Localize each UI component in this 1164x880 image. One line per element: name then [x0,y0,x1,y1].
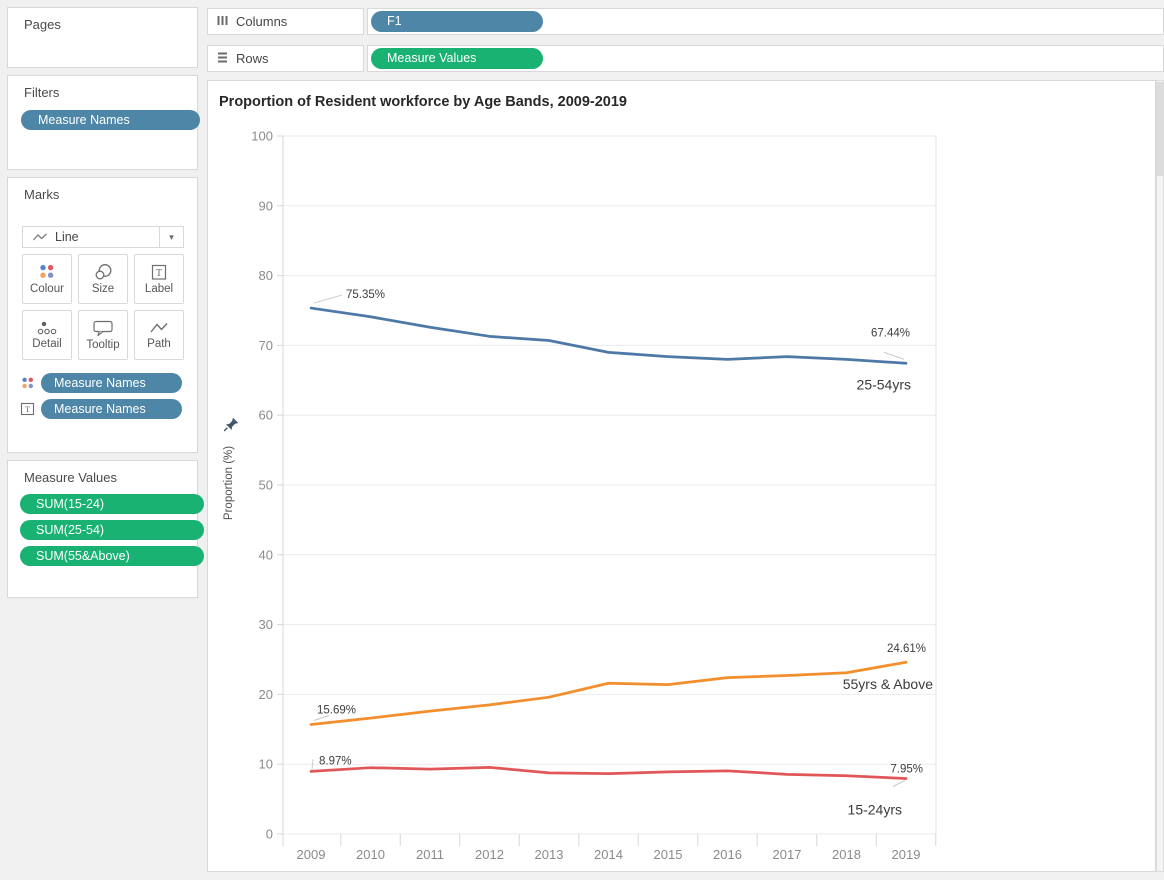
svg-text:T: T [156,268,163,279]
caret-down-icon: ▾ [169,231,174,242]
series-label: 55yrs & Above [843,676,933,692]
series-label: 25-54yrs [857,376,911,392]
scrollbar-thumb[interactable] [1157,82,1163,176]
line-mark-icon [32,231,48,243]
y-tick-label: 80 [259,268,273,283]
detail-button[interactable]: Detail [22,310,72,360]
filters-card[interactable]: Filters Measure Names [7,75,200,170]
marks-colour-pill-measure-names[interactable]: Measure Names [41,373,182,393]
mark-type-dropdown[interactable]: Line ▾ [22,226,184,248]
detail-icon [37,321,57,335]
path-button[interactable]: Path [134,310,184,360]
colour-icon-small [20,376,35,390]
measure-values-title: Measure Values [24,470,117,485]
x-tick-label: 2019 [892,847,921,862]
y-tick-label: 90 [259,198,273,213]
label-connector [892,780,906,787]
columns-shelf-label[interactable]: Columns [207,8,364,35]
y-tick-label: 40 [259,547,273,562]
size-button[interactable]: Size [78,254,128,304]
label-connector [313,294,343,304]
y-tick-label: 100 [251,129,273,144]
label-connector [883,351,905,360]
columns-shelf-body[interactable]: F1 [367,8,1164,35]
label-icon-small: T [20,402,35,416]
rows-shelf-body[interactable]: Measure Values [367,45,1164,72]
rows-shelf-label[interactable]: Rows [207,45,364,72]
value-label-first: 75.35% [346,289,385,301]
x-tick-label: 2018 [832,847,861,862]
rows-icon [217,51,228,66]
y-tick-label: 60 [259,408,273,423]
measure-values-card[interactable]: Measure Values SUM(15-24) SUM(25-54) SUM… [7,460,204,598]
columns-pill-f1[interactable]: F1 [371,11,543,32]
tooltip-button[interactable]: Tooltip [78,310,128,360]
marks-card: Marks Line ▾ Colour [7,177,198,453]
rows-pill-measure-values[interactable]: Measure Values [371,48,543,69]
measure-values-pill-55-above[interactable]: SUM(55&Above) [20,546,204,566]
filter-pill-measure-names[interactable]: Measure Names [21,110,200,130]
columns-icon [217,14,228,29]
tooltip-icon [93,320,113,337]
x-tick-label: 2017 [773,847,802,862]
svg-text:T: T [25,404,31,414]
marks-title: Marks [24,187,60,202]
rows-shelf: Rows Measure Values [207,45,1164,72]
plot-area[interactable]: 0 10 20 30 40 50 60 70 80 90 100 2009 2010 2011 2012 20… [208,81,1155,871]
x-tick-label: 2014 [594,847,623,862]
colour-button[interactable]: Colour [22,254,72,304]
x-tick-label: 2016 [713,847,742,862]
label-connector [311,759,314,770]
y-tick-label: 20 [259,687,273,702]
series-line-15-24yrs[interactable] [309,765,908,780]
x-tick-label: 2011 [416,847,444,862]
columns-shelf: Columns F1 [207,8,1164,35]
series-line-25-54yrs[interactable] [309,306,908,365]
x-tick-label: 2010 [356,847,385,862]
pages-title: Pages [24,17,61,32]
rows-shelf-text: Rows [236,51,269,66]
pages-card[interactable]: Pages [7,7,198,68]
y-tick-label: 30 [259,617,273,632]
colour-icon [40,264,54,278]
size-icon [95,264,112,280]
chart-title: Proportion of Resident workforce by Age … [219,94,627,110]
chart-panel: Proportion of Resident workforce by Age … [207,80,1156,872]
value-label-first: 8.97% [319,755,352,767]
vertical-scrollbar[interactable] [1156,80,1164,872]
measure-values-pill-25-54[interactable]: SUM(25-54) [20,520,204,540]
y-tick-label: 50 [259,478,273,493]
series-line-55yrs-above[interactable] [309,660,908,726]
label-button[interactable]: T Label [134,254,184,304]
x-tick-label: 2012 [475,847,504,862]
columns-shelf-text: Columns [236,14,288,29]
mark-type-caret-button[interactable]: ▾ [159,227,183,247]
filters-title: Filters [24,85,60,100]
value-label-last: 67.44% [871,327,910,339]
pin-icon[interactable] [223,417,239,432]
x-tick-label: 2013 [535,847,564,862]
mark-type-label: Line [55,230,79,244]
path-icon [150,323,168,333]
label-connector [313,715,330,721]
value-label-last: 7.95% [890,764,923,776]
y-tick-label: 0 [266,827,273,842]
measure-values-pill-15-24[interactable]: SUM(15-24) [20,494,204,514]
y-axis-title: Proportion (%) [223,446,235,520]
label-icon: T [151,264,167,280]
y-tick-label: 10 [259,757,273,772]
y-tick-label: 70 [259,338,273,353]
series-label: 15-24yrs [848,802,902,818]
x-tick-label: 2009 [297,847,326,862]
value-label-first: 15.69% [317,704,356,716]
marks-label-pill-measure-names[interactable]: Measure Names [41,399,182,419]
marks-button-grid: Colour Size T Label [22,254,184,360]
value-label-last: 24.61% [887,643,926,655]
x-tick-label: 2015 [654,847,683,862]
